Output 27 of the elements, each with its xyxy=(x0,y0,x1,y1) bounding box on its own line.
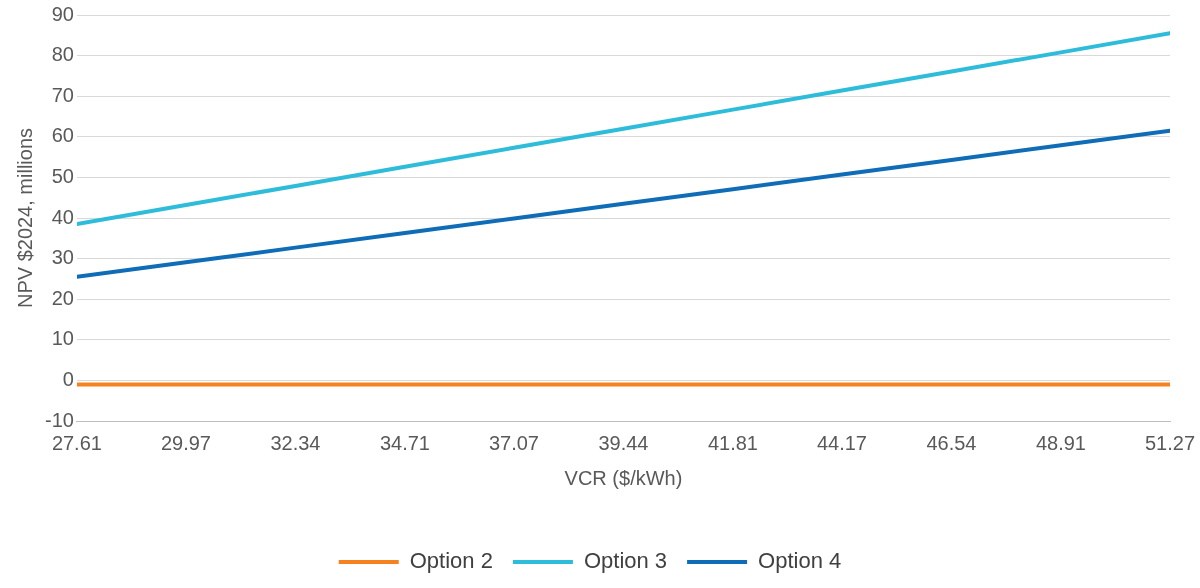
x-tick-label: 41.81 xyxy=(707,431,758,454)
x-tick-label: 37.07 xyxy=(488,431,539,454)
legend-label: Option 2 xyxy=(409,548,493,574)
y-tick-label: 70 xyxy=(51,83,74,106)
x-tick-label: 32.34 xyxy=(270,431,321,454)
y-tick-label: 30 xyxy=(51,246,74,269)
x-tick-label: 27.61 xyxy=(51,431,102,454)
x-tick-label: 34.71 xyxy=(379,431,430,454)
y-tick-label: 90 xyxy=(51,2,74,25)
y-tick-label: 50 xyxy=(51,164,74,187)
x-tick-label: 48.91 xyxy=(1035,431,1086,454)
y-tick-label: 10 xyxy=(51,327,74,350)
y-axis-title: NPV $2024, millions xyxy=(13,127,36,309)
legend-label: Option 3 xyxy=(583,548,668,574)
x-tick-label: 44.17 xyxy=(816,431,868,454)
y-tick-label: -10 xyxy=(45,408,74,431)
legend-label: Option 4 xyxy=(758,548,842,574)
y-tick-label: 40 xyxy=(51,205,74,228)
y-tick-label: 20 xyxy=(51,286,74,309)
x-tick-label: 29.97 xyxy=(160,431,211,454)
x-tick-label: 39.44 xyxy=(598,431,649,454)
x-tick-label: 46.54 xyxy=(926,431,977,454)
x-tick-label: 51.27 xyxy=(1144,431,1196,454)
y-tick-label: 80 xyxy=(51,43,74,66)
x-axis-title: VCR ($/kWh) xyxy=(564,466,683,489)
y-tick-label: 0 xyxy=(62,367,74,390)
y-tick-label: 60 xyxy=(51,124,74,147)
